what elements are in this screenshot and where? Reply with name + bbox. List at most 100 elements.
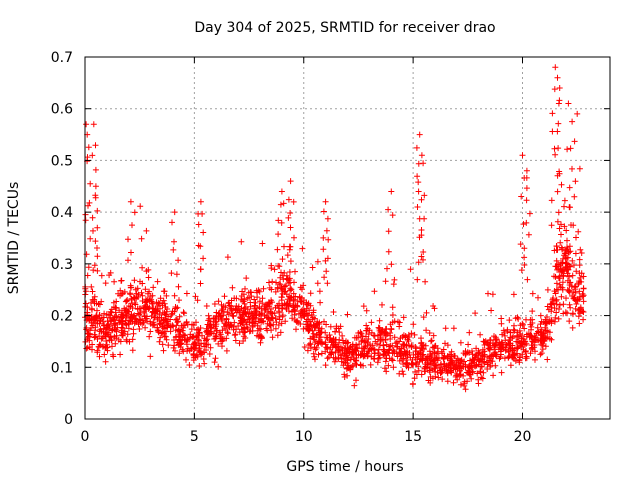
data-point — [156, 300, 163, 307]
data-point — [196, 363, 203, 369]
data-point — [382, 278, 389, 285]
data-point — [83, 121, 90, 128]
data-point — [115, 336, 122, 343]
y-tick-label: 0.6 — [51, 102, 73, 118]
data-point — [290, 198, 297, 205]
data-point — [466, 364, 473, 371]
data-point — [571, 138, 578, 145]
data-point — [497, 348, 504, 355]
data-point — [92, 166, 99, 173]
data-point — [133, 290, 140, 297]
data-point — [259, 318, 266, 324]
data-point — [124, 331, 131, 338]
data-point — [230, 323, 237, 330]
data-point — [466, 329, 473, 336]
data-point — [412, 359, 419, 366]
data-point — [564, 244, 570, 251]
data-point — [290, 304, 297, 311]
data-point — [384, 331, 391, 338]
data-point — [457, 367, 463, 374]
data-point — [84, 272, 91, 279]
data-point — [110, 317, 117, 324]
data-point — [252, 318, 259, 325]
data-point — [566, 184, 573, 191]
data-point — [439, 376, 446, 383]
data-point — [131, 277, 138, 284]
data-point — [276, 316, 283, 323]
data-point — [525, 231, 532, 238]
data-point — [376, 327, 383, 334]
data-point — [477, 368, 484, 375]
data-point — [552, 64, 559, 71]
data-point — [279, 285, 286, 292]
data-point — [269, 278, 276, 285]
data-point — [221, 323, 228, 330]
data-point — [275, 305, 282, 312]
data-point — [385, 206, 392, 213]
data-point — [271, 266, 278, 273]
data-point — [320, 234, 327, 241]
data-point — [357, 329, 364, 336]
data-point — [555, 120, 562, 127]
data-point — [278, 219, 285, 226]
data-point — [514, 338, 521, 345]
data-point — [85, 144, 92, 151]
data-point — [273, 279, 279, 286]
data-point — [580, 316, 587, 323]
data-point — [86, 316, 93, 323]
data-point — [249, 311, 256, 317]
data-point — [312, 356, 318, 363]
data-point — [172, 347, 178, 354]
data-point — [533, 337, 540, 343]
y-tick-label: 0.1 — [51, 360, 73, 376]
data-point — [131, 294, 138, 301]
data-point — [114, 324, 121, 331]
data-point — [96, 353, 103, 360]
data-point — [384, 265, 390, 272]
data-point — [457, 381, 464, 388]
data-point — [440, 355, 447, 361]
data-point — [277, 274, 284, 281]
data-point — [444, 342, 451, 349]
data-point — [380, 342, 387, 349]
data-point — [205, 341, 212, 348]
data-point — [274, 332, 281, 339]
data-point — [367, 345, 374, 352]
data-point — [94, 253, 101, 260]
data-point — [98, 272, 105, 279]
data-point — [233, 309, 240, 316]
data-point — [161, 288, 168, 295]
data-point — [175, 257, 182, 264]
data-point — [254, 327, 261, 334]
data-point — [523, 348, 529, 354]
data-point — [277, 201, 284, 208]
data-point — [264, 327, 271, 334]
data-point — [497, 342, 504, 349]
data-point — [418, 227, 425, 233]
data-point — [365, 331, 372, 338]
data-point — [82, 217, 89, 224]
data-point — [148, 313, 155, 320]
data-point — [125, 257, 131, 264]
data-point — [244, 326, 251, 332]
data-point — [200, 229, 207, 236]
data-point — [125, 303, 132, 309]
data-point — [489, 291, 496, 298]
data-point — [153, 299, 160, 306]
data-point — [330, 309, 337, 315]
data-point — [538, 318, 545, 325]
data-point — [102, 358, 109, 365]
data-point — [428, 356, 435, 363]
data-point — [544, 303, 551, 310]
data-point — [143, 268, 150, 275]
data-point — [501, 332, 508, 339]
data-point — [487, 336, 494, 343]
data-point — [431, 305, 438, 312]
data-point — [479, 352, 486, 359]
data-point — [580, 309, 587, 315]
data-point — [567, 145, 574, 152]
data-point — [527, 332, 534, 339]
data-point — [197, 280, 204, 287]
data-point — [109, 326, 116, 333]
data-point — [498, 339, 505, 346]
